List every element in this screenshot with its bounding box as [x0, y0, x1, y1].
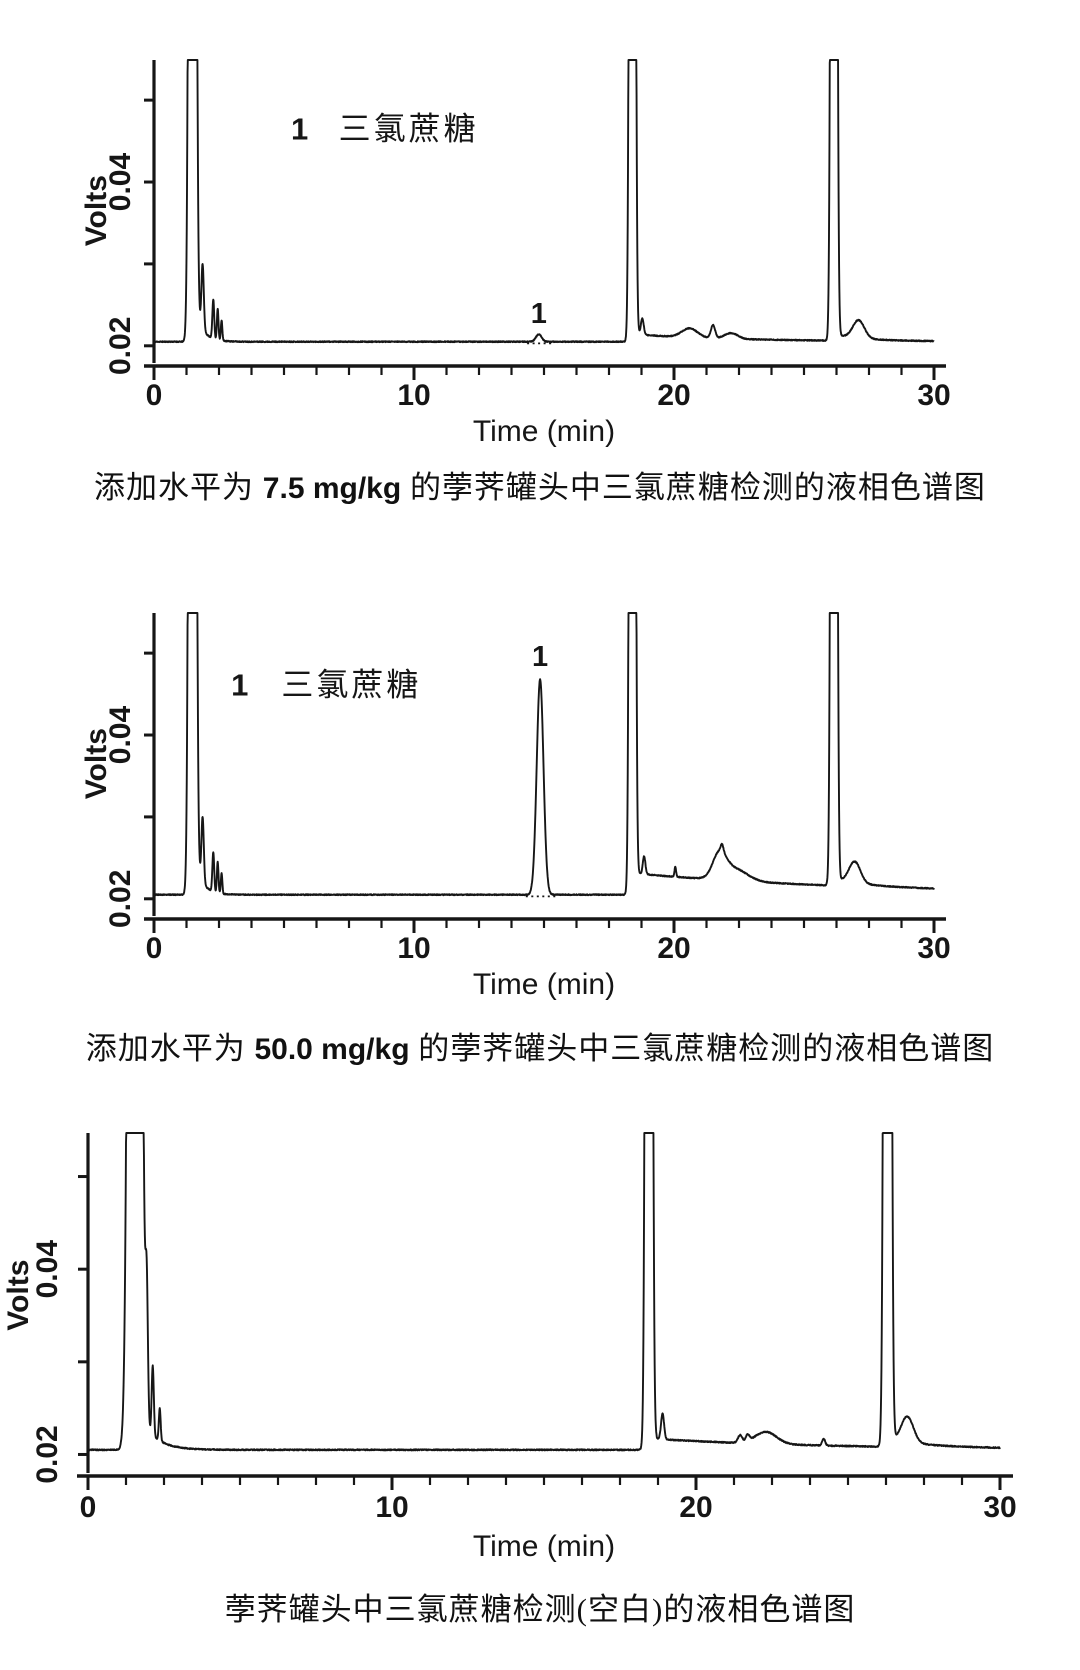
x-axis-tick-label: 30 — [917, 379, 950, 412]
x-axis-tick-label: 10 — [375, 1491, 408, 1524]
x-axis-tick-label: 30 — [983, 1491, 1016, 1524]
x-axis-tick-label: 0 — [146, 932, 163, 965]
x-axis-tick-label: 0 — [146, 379, 163, 412]
x-axis-tick-label: 20 — [679, 1491, 712, 1524]
legend-peak-number: 1 — [291, 111, 308, 146]
x-axis-tick-label: 30 — [917, 932, 950, 965]
caption-text: 荸荠罐头中三氯蔗糖检测(空白)的液相色谱图 — [224, 1592, 856, 1627]
y-axis-tick-label: 0.02 — [104, 317, 137, 375]
x-axis-title: Time (min) — [473, 1530, 615, 1563]
y-axis-tick-label: 0.02 — [31, 1425, 64, 1483]
trace-line — [153, 612, 935, 897]
x-axis-tick-label: 20 — [657, 379, 690, 412]
y-axis-title: Volts — [80, 175, 113, 246]
y-axis-title: Volts — [80, 728, 113, 799]
y-axis-tick-label: 0.04 — [104, 153, 137, 212]
chromatogram-figure-spike-50: 0.02 0.04 Volts 0 10 20 30 Time (min) 1 三氯蔗糖 1 添加水… — [0, 553, 1080, 1106]
caption-text: 的荸荠罐头中三氯蔗糖检测的液相色谱图 — [401, 470, 986, 505]
y-axis-tick-label: 0.04 — [104, 706, 137, 765]
peak-label: 1 — [532, 641, 548, 673]
legend-compound-name: 三氯蔗糖 — [339, 110, 479, 146]
figure-caption: 荸荠罐头中三氯蔗糖检测(空白)的液相色谱图 — [0, 1590, 1080, 1631]
trace-line — [153, 59, 935, 344]
x-axis: 0 10 20 30 Time (min) — [77, 1474, 1017, 1563]
peak-label: 1 — [531, 298, 547, 330]
y-axis-title: Volts — [2, 1260, 35, 1331]
x-axis-tick-label: 10 — [397, 932, 430, 965]
chromatogram-figure-spike-7p5: 0.02 0.04 Volts 0 10 20 30 Time (min) 1 三氯蔗糖 1 添加水… — [0, 0, 1080, 553]
x-axis-title: Time (min) — [473, 968, 615, 1001]
caption-spike-level: 50.0 mg/kg — [254, 1033, 410, 1066]
x-axis-title: Time (min) — [473, 415, 615, 448]
legend-compound-name: 三氯蔗糖 — [281, 667, 421, 703]
trace-line — [87, 1132, 1001, 1452]
caption-text: 的荸荠罐头中三氯蔗糖检测的液相色谱图 — [409, 1031, 995, 1066]
x-axis: 0 10 20 30 Time (min) — [144, 917, 951, 1001]
figure-caption: 添加水平为 50.0 mg/kg 的荸荠罐头中三氯蔗糖检测的液相色谱图 — [0, 1029, 1080, 1070]
x-axis-tick-label: 0 — [80, 1491, 97, 1524]
caption-spike-level: 7.5 mg/kg — [262, 472, 402, 505]
chromatogram-figure-blank: 0.02 0.04 Volts 0 10 20 30 Time (min) 荸荠罐头中三氯蔗糖… — [0, 1106, 1080, 1670]
x-axis-tick-label: 20 — [657, 932, 690, 965]
caption-text: 添加水平为 — [94, 470, 263, 505]
caption-text: 添加水平为 — [85, 1031, 255, 1066]
x-axis-tick-label: 10 — [397, 379, 430, 412]
x-axis: 0 10 20 30 Time (min) — [144, 364, 951, 448]
peak-legend: 1 三氯蔗糖 — [231, 667, 421, 703]
figure-caption: 添加水平为 7.5 mg/kg 的荸荠罐头中三氯蔗糖检测的液相色谱图 — [0, 468, 1080, 509]
y-axis-tick-label: 0.02 — [104, 870, 137, 928]
legend-peak-number: 1 — [231, 668, 248, 703]
y-axis-tick-label: 0.04 — [31, 1240, 64, 1299]
peak-legend: 1 三氯蔗糖 — [291, 110, 479, 146]
